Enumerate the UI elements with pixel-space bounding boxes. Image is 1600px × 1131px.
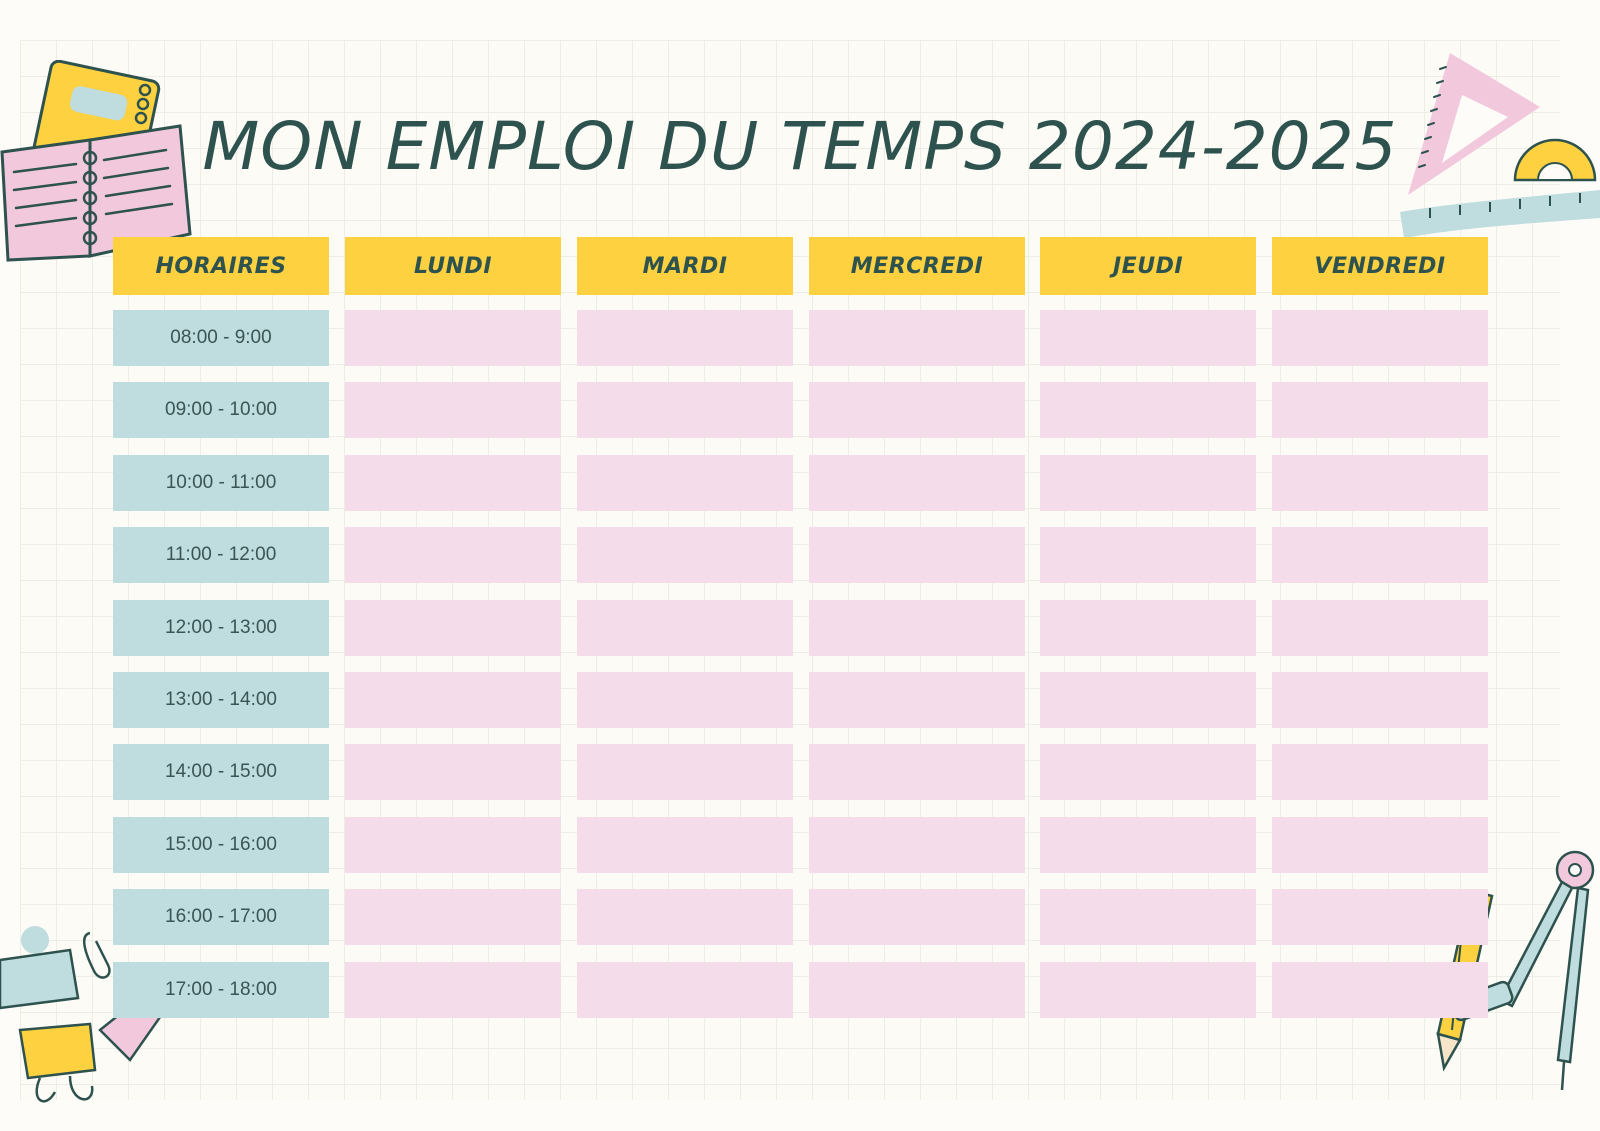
slot-mardi[interactable]: [577, 527, 793, 583]
binder-clip-icon: [0, 926, 167, 1103]
slot-mardi[interactable]: [577, 600, 793, 656]
slot-mercredi[interactable]: [809, 672, 1025, 728]
slot-lundi[interactable]: [345, 962, 561, 1018]
header-vendredi: VENDREDI: [1272, 237, 1488, 295]
measuring-tape-icon: [1400, 190, 1600, 238]
slot-mardi[interactable]: [577, 817, 793, 873]
slot-lundi[interactable]: [345, 600, 561, 656]
header-horaires: HORAIRES: [113, 237, 329, 295]
slot-mercredi[interactable]: [809, 600, 1025, 656]
slot-mardi[interactable]: [577, 382, 793, 438]
slot-lundi[interactable]: [345, 672, 561, 728]
paperclip-icon: [82, 931, 111, 979]
time-slot-label: 14:00 - 15:00: [113, 744, 329, 800]
slot-vendredi[interactable]: [1272, 962, 1488, 1018]
slot-jeudi[interactable]: [1040, 962, 1256, 1018]
slot-vendredi[interactable]: [1272, 817, 1488, 873]
page-title: MON EMPLOI DU TEMPS 2024-2025: [202, 108, 1398, 185]
protractor-icon: [1513, 138, 1597, 182]
slot-jeudi[interactable]: [1040, 744, 1256, 800]
slot-mardi[interactable]: [577, 672, 793, 728]
slot-mercredi[interactable]: [809, 744, 1025, 800]
slot-vendredi[interactable]: [1272, 672, 1488, 728]
slot-mardi[interactable]: [577, 744, 793, 800]
slot-jeudi[interactable]: [1040, 889, 1256, 945]
slot-jeudi[interactable]: [1040, 455, 1256, 511]
set-square-icon: [1408, 53, 1540, 195]
time-slot-label: 16:00 - 17:00: [113, 889, 329, 945]
slot-jeudi[interactable]: [1040, 527, 1256, 583]
slot-lundi[interactable]: [345, 455, 561, 511]
slot-lundi[interactable]: [345, 310, 561, 366]
slot-mercredi[interactable]: [809, 382, 1025, 438]
time-slot-label: 11:00 - 12:00: [113, 527, 329, 583]
slot-mercredi[interactable]: [809, 527, 1025, 583]
header-mercredi: MERCREDI: [809, 237, 1025, 295]
slot-vendredi[interactable]: [1272, 455, 1488, 511]
time-slot-label: 17:00 - 18:00: [113, 962, 329, 1018]
slot-jeudi[interactable]: [1040, 817, 1256, 873]
slot-lundi[interactable]: [345, 382, 561, 438]
slot-vendredi[interactable]: [1272, 744, 1488, 800]
slot-jeudi[interactable]: [1040, 310, 1256, 366]
header-mardi: MARDI: [577, 237, 793, 295]
slot-vendredi[interactable]: [1272, 310, 1488, 366]
time-slot-label: 15:00 - 16:00: [113, 817, 329, 873]
header-jeudi: JEUDI: [1040, 237, 1256, 295]
slot-mercredi[interactable]: [809, 889, 1025, 945]
slot-vendredi[interactable]: [1272, 889, 1488, 945]
time-slot-label: 10:00 - 11:00: [113, 455, 329, 511]
header-lundi: LUNDI: [345, 237, 561, 295]
slot-vendredi[interactable]: [1272, 382, 1488, 438]
slot-mardi[interactable]: [577, 455, 793, 511]
time-slot-label: 13:00 - 14:00: [113, 672, 329, 728]
slot-mercredi[interactable]: [809, 310, 1025, 366]
slot-mardi[interactable]: [577, 310, 793, 366]
slot-lundi[interactable]: [345, 527, 561, 583]
slot-lundi[interactable]: [345, 889, 561, 945]
slot-lundi[interactable]: [345, 744, 561, 800]
slot-lundi[interactable]: [345, 817, 561, 873]
slot-mardi[interactable]: [577, 962, 793, 1018]
slot-mardi[interactable]: [577, 889, 793, 945]
slot-mercredi[interactable]: [809, 455, 1025, 511]
slot-mercredi[interactable]: [809, 817, 1025, 873]
slot-jeudi[interactable]: [1040, 600, 1256, 656]
time-slot-label: 09:00 - 10:00: [113, 382, 329, 438]
time-slot-label: 12:00 - 13:00: [113, 600, 329, 656]
time-slot-label: 08:00 - 9:00: [113, 310, 329, 366]
slot-jeudi[interactable]: [1040, 672, 1256, 728]
notebook-icon: [0, 60, 192, 262]
slot-vendredi[interactable]: [1272, 600, 1488, 656]
slot-mercredi[interactable]: [809, 962, 1025, 1018]
slot-jeudi[interactable]: [1040, 382, 1256, 438]
slot-vendredi[interactable]: [1272, 527, 1488, 583]
